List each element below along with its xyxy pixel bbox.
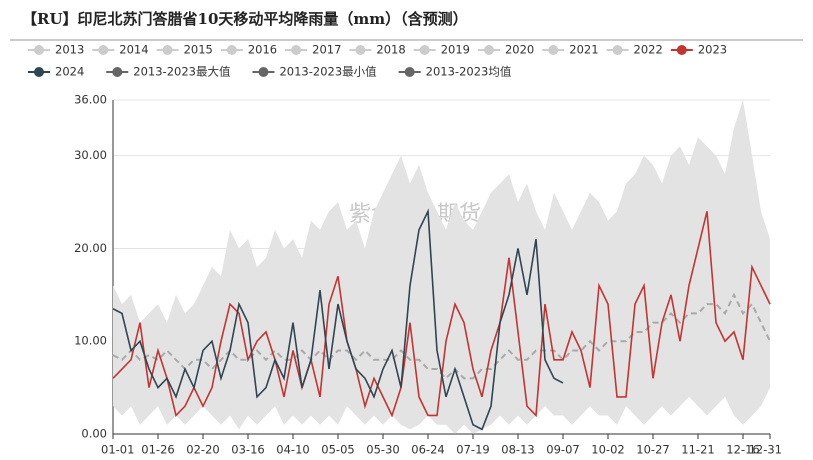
legend-icon [419, 45, 430, 55]
x-tick-label: 04-10 [276, 443, 309, 457]
legend-icon [404, 67, 415, 77]
legend-label: 2013-2023最大值 [133, 65, 231, 79]
legend-item[interactable]: 2018 [349, 43, 406, 57]
x-tick-label: 01-26 [141, 443, 174, 457]
series-line [112, 208, 564, 431]
x-tick-label: 01-01 [101, 443, 134, 457]
legend-item[interactable]: 2023 [670, 43, 727, 57]
legend-item[interactable]: 2015 [156, 43, 213, 57]
x-tick-label: 02-20 [186, 443, 219, 457]
x-tick-label: 07-19 [456, 443, 489, 457]
legend-label: 2016 [248, 43, 277, 57]
legend-label: 2013 [55, 43, 84, 57]
y-tick-label: 20.00 [74, 241, 107, 255]
legend-icon [291, 45, 302, 55]
legend-item[interactable]: 2014 [92, 43, 149, 57]
legend-label: 2023 [698, 43, 727, 57]
legend-label: 2018 [376, 43, 405, 57]
x-tick-label: 06-24 [411, 443, 444, 457]
x-tick-label: 05-05 [321, 443, 354, 457]
legend-item[interactable]: 2013-2023最大值 [106, 65, 231, 79]
legend-label: 2015 [184, 43, 213, 57]
legend-item[interactable]: 2020 [477, 43, 534, 57]
legend-label: 2013-2023最小值 [279, 65, 377, 79]
legend-item[interactable]: 2013 [28, 43, 84, 57]
legend-icon [483, 45, 494, 55]
legend-icon [258, 67, 269, 77]
x-tick-label: 12-31 [749, 443, 782, 457]
legend-icon [548, 45, 559, 55]
legend-item[interactable]: 2021 [542, 43, 599, 57]
legend-label: 2024 [55, 65, 84, 79]
legend-label: 2022 [634, 43, 663, 57]
legend-icon [34, 67, 44, 77]
x-tick-label: 10-27 [636, 443, 669, 457]
legend-item[interactable]: 2016 [220, 43, 277, 57]
legend-item[interactable]: 2013-2023均值 [398, 65, 512, 79]
legend-label: 2020 [505, 43, 534, 57]
x-tick-label: 09-07 [546, 443, 579, 457]
legend-label: 2017 [312, 43, 341, 57]
legend-item[interactable]: 2024 [28, 65, 84, 79]
range-band [113, 100, 770, 434]
chart-title: 【RU】印尼北苏门答腊省10天移动平均降雨量（mm）（含预测） [22, 10, 468, 28]
legend-icon [34, 45, 44, 55]
y-tick-label: 0.00 [81, 427, 107, 441]
legend-icon [112, 67, 123, 77]
x-tick-label: 11-21 [681, 443, 714, 457]
legend-icon [612, 45, 623, 55]
legend-item[interactable]: 2017 [285, 43, 341, 57]
legend-label: 2019 [441, 43, 470, 57]
legend-icon [162, 45, 173, 55]
x-tick-label: 12-16 [726, 443, 759, 457]
legend-label: 2013-2023均值 [426, 65, 512, 79]
legend-icon [98, 45, 109, 55]
legend-item[interactable]: 2019 [413, 43, 470, 57]
legend-icon [355, 45, 366, 55]
legend-label: 2021 [569, 43, 598, 57]
legend-icon [226, 45, 237, 55]
x-tick-label: 05-30 [366, 443, 399, 457]
x-tick-label: 03-16 [231, 443, 264, 457]
x-tick-label: 10-02 [591, 443, 624, 457]
y-tick-label: 36.00 [74, 93, 107, 107]
y-tick-label: 30.00 [74, 148, 107, 162]
legend-icon [676, 45, 687, 55]
y-tick-label: 10.00 [74, 334, 107, 348]
legend-label: 2014 [119, 43, 148, 57]
legend-item[interactable]: 2022 [606, 43, 663, 57]
series-line [112, 211, 771, 418]
x-tick-label: 08-13 [501, 443, 534, 457]
legend-item[interactable]: 2013-2023最小值 [252, 65, 377, 79]
